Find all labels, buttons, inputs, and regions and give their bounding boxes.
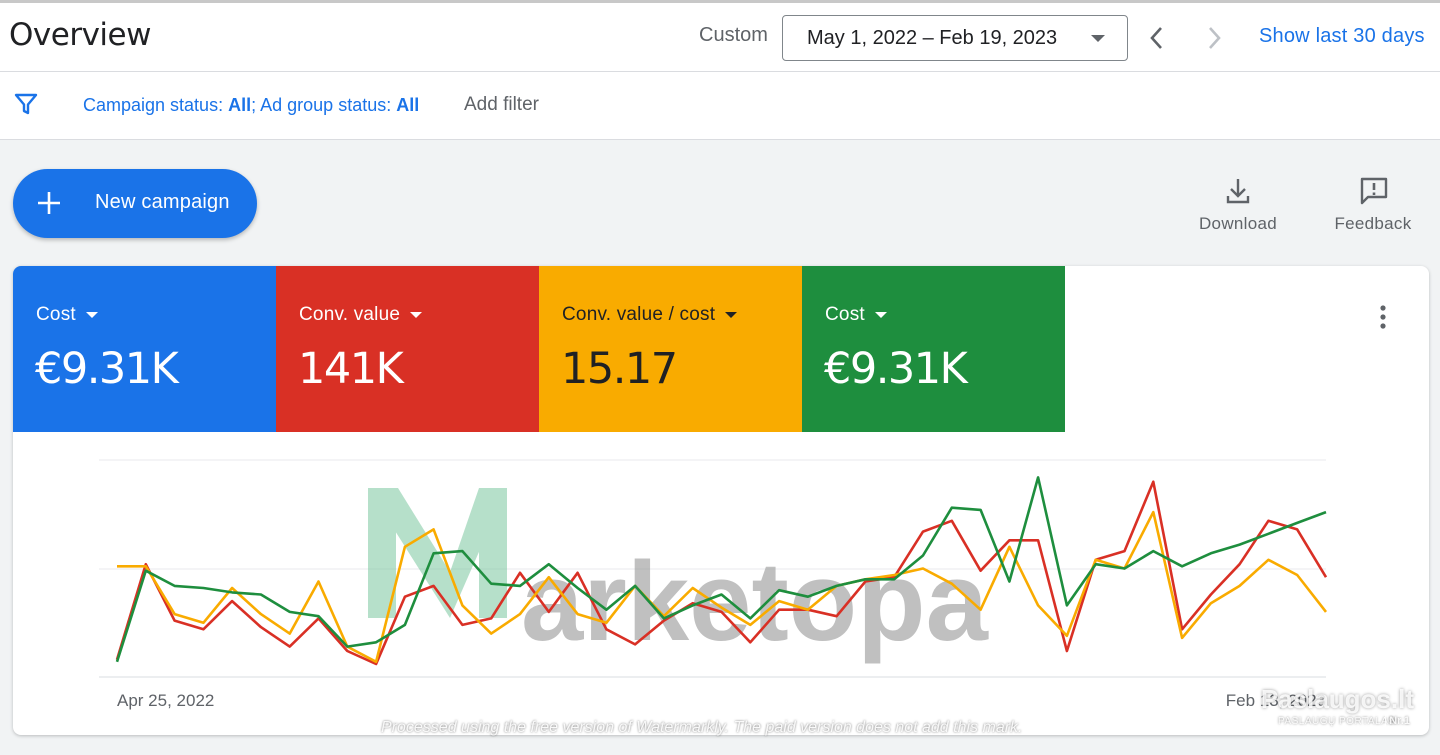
page-title: Overview: [9, 17, 151, 53]
metric-value: 141K: [298, 344, 404, 394]
more-vert-icon[interactable]: [1373, 304, 1393, 330]
metric-tile-cost[interactable]: Cost €9.31K: [13, 266, 276, 432]
show-last-30-days-link[interactable]: Show last 30 days: [1259, 25, 1425, 47]
metric-label: Conv. value: [299, 304, 423, 326]
metric-label: Cost: [825, 304, 887, 326]
add-filter-button[interactable]: Add filter: [464, 94, 539, 115]
feedback-label: Feedback: [1334, 214, 1412, 233]
metric-value: €9.31K: [824, 344, 968, 394]
metric-value: 15.17: [561, 344, 678, 394]
top-bar: Overview Custom May 1, 2022 – Feb 19, 20…: [0, 0, 1440, 72]
filter-bar: Campaign status: All; Ad group status: A…: [0, 72, 1440, 140]
caret-down-icon: [410, 311, 423, 318]
date-range-value: May 1, 2022 – Feb 19, 2023: [807, 26, 1058, 49]
metric-tile-cost-2[interactable]: Cost €9.31K: [802, 266, 1065, 432]
caret-down-icon: [1091, 35, 1105, 42]
chevron-right-icon[interactable]: [1202, 23, 1226, 53]
download-label: Download: [1198, 214, 1277, 233]
ad-group-status-value: All: [396, 95, 420, 115]
metric-label: Conv. value / cost: [562, 304, 738, 326]
performance-line-chart: arketopa Apr 25, 2022 Feb 13, 2023: [99, 459, 1328, 710]
date-range-type-label: Custom: [699, 24, 768, 46]
caret-down-icon: [874, 311, 887, 318]
plus-icon: [38, 192, 60, 214]
download-icon: [1226, 179, 1250, 204]
feedback-icon: [1360, 177, 1388, 205]
feedback-button[interactable]: Feedback: [1323, 172, 1423, 242]
metric-tile-conv-value-per-cost[interactable]: Conv. value / cost 15.17: [539, 266, 802, 432]
new-campaign-button[interactable]: New campaign: [13, 169, 257, 238]
watermark-logo-text: arketopa: [521, 539, 989, 664]
metric-label: Cost: [36, 304, 98, 326]
watermark-logo: arketopa: [368, 488, 989, 664]
watermark-caption: Processed using the free version of Wate…: [381, 719, 1023, 736]
corner-watermark: Paslaugos.lt PASLAUGŲ PORTALAS Nr.1: [1261, 684, 1416, 734]
status-filter-chip[interactable]: Campaign status: All; Ad group status: A…: [83, 95, 419, 116]
corner-watermark-title: Paslaugos.lt: [1260, 684, 1414, 714]
caret-down-icon: [725, 311, 738, 318]
metric-tile-conv-value[interactable]: Conv. value 141K: [276, 266, 539, 432]
campaign-status-label: Campaign status:: [83, 95, 224, 115]
performance-card: Cost €9.31K Conv. value 141K Conv. value…: [13, 266, 1429, 735]
filter-icon[interactable]: [14, 92, 38, 116]
ad-group-status-label: Ad group status:: [260, 95, 392, 115]
x-tick-label-end: Feb 13, 2023: [1226, 691, 1326, 710]
corner-watermark-subtitle: PASLAUGŲ PORTALAS: [1278, 716, 1396, 727]
series-line-2: [115, 476, 1327, 663]
caret-down-icon: [85, 311, 98, 318]
campaign-status-value: All: [228, 95, 252, 115]
corner-watermark-badge: Nr.1: [1385, 714, 1414, 728]
download-button[interactable]: Download: [1188, 172, 1288, 242]
new-campaign-label: New campaign: [95, 191, 230, 213]
filter-separator: ;: [251, 95, 257, 115]
date-range-select[interactable]: May 1, 2022 – Feb 19, 2023: [782, 15, 1128, 61]
chevron-left-icon[interactable]: [1145, 23, 1169, 53]
series-line-0: [115, 480, 1328, 666]
x-tick-label-start: Apr 25, 2022: [117, 691, 214, 710]
metric-value: €9.31K: [35, 344, 179, 394]
